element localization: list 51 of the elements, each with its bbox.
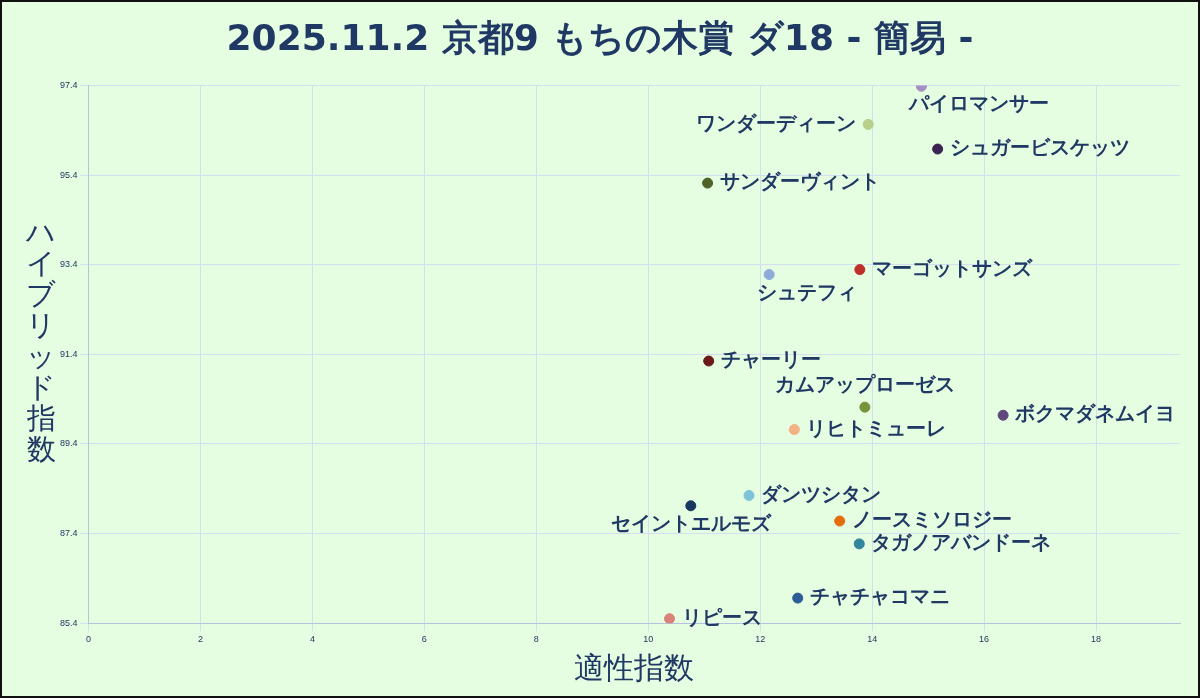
x-tick-label: 8	[533, 634, 539, 645]
series-label: ワンダーディーン	[696, 110, 857, 135]
point	[763, 269, 775, 281]
x-axis-title: 適性指数	[574, 649, 695, 685]
series-label: チャーリー	[720, 347, 821, 372]
series-label: カムアップローゼス	[774, 372, 955, 397]
chart-title: 2025.11.2 京都9 もちの木賞 ダ18 - 簡易 -	[225, 16, 975, 60]
point	[743, 489, 755, 501]
point	[703, 355, 715, 367]
series-label: セイントエルモズ	[610, 510, 772, 535]
point	[664, 613, 676, 624]
y-tick-label: 85.4	[59, 617, 78, 628]
series-label: シュガービスケッツ	[949, 135, 1130, 160]
point	[792, 592, 804, 604]
x-tick-label: 4	[309, 634, 315, 645]
series-label: ノースミソロジー	[851, 507, 1012, 532]
y-axis-title: ハイブリッド指数	[25, 215, 57, 466]
series-label: サンダーヴィント	[719, 169, 880, 194]
x-tick-label: 14	[867, 634, 878, 645]
point	[997, 409, 1009, 421]
series-label: シュテフィ	[757, 279, 858, 304]
y-tick-label: 95.4	[59, 169, 78, 180]
point	[862, 118, 874, 130]
series-label: タガノアバンドーネ	[871, 530, 1052, 555]
x-tick-label: 10	[643, 634, 654, 645]
series-label: チャチャコマニ	[809, 584, 950, 609]
y-tick-label: 97.4	[59, 79, 78, 90]
series-label: リピース	[681, 604, 762, 629]
y-tick-label: 91.4	[59, 348, 78, 359]
point	[834, 515, 846, 527]
point	[859, 401, 871, 413]
point	[685, 500, 697, 512]
point	[932, 143, 944, 155]
point	[854, 264, 866, 276]
series-label: リヒトミューレ	[806, 415, 947, 440]
point	[853, 538, 865, 550]
series-label: パイロマンサー	[908, 91, 1050, 116]
x-tick-label: 18	[1091, 634, 1102, 645]
x-tick-label: 0	[86, 634, 92, 645]
y-tick-label: 93.4	[59, 259, 78, 270]
x-tick-label: 12	[755, 634, 766, 645]
x-tick-label: 6	[421, 634, 427, 645]
series-label: ダンツシタン	[761, 481, 881, 506]
point	[788, 424, 800, 436]
point	[702, 177, 714, 189]
y-tick-label: 87.4	[59, 528, 78, 539]
y-tick-label: 89.4	[59, 438, 78, 449]
x-tick-label: 16	[979, 634, 990, 645]
series-label: ボクマダネムイヨ	[1014, 401, 1176, 426]
series-label: マーゴットサンズ	[871, 255, 1033, 280]
x-tick-label: 2	[197, 634, 203, 645]
